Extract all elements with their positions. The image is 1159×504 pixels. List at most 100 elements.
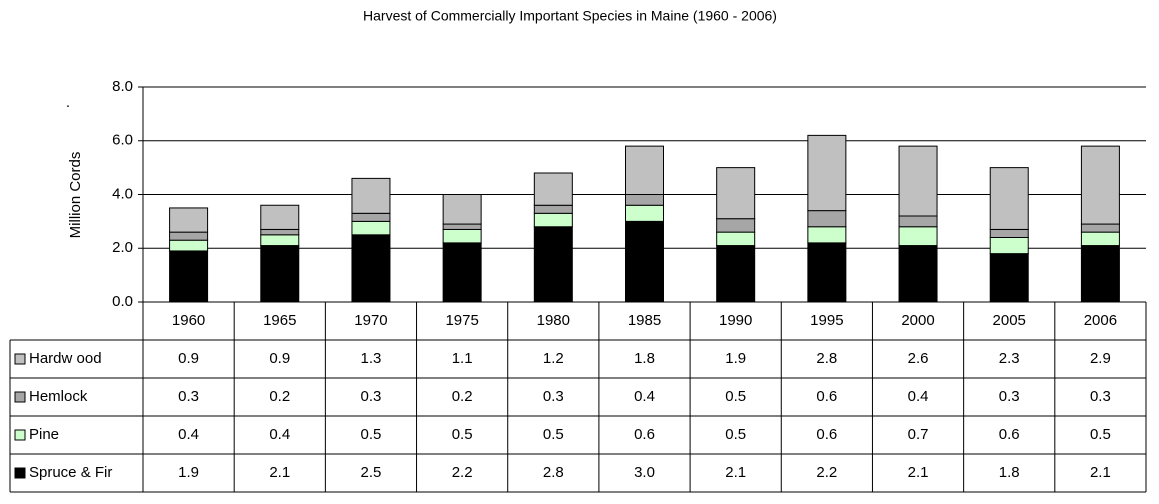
table-value: 0.5 bbox=[361, 426, 382, 443]
bar-segment bbox=[533, 204, 573, 214]
bar-segment bbox=[169, 250, 209, 303]
table-value: 0.5 bbox=[543, 426, 564, 443]
table-value: 1.9 bbox=[725, 350, 746, 367]
table-value: 1.2 bbox=[543, 350, 564, 367]
table-value: 0.5 bbox=[452, 426, 473, 443]
chart-title: Harvest of Commercially Important Specie… bbox=[363, 8, 777, 24]
bar-segment bbox=[260, 204, 300, 230]
x-tick-label: 1975 bbox=[445, 312, 478, 329]
bar-segment bbox=[898, 245, 938, 303]
bar-segment bbox=[260, 228, 300, 236]
bar-segment bbox=[260, 234, 300, 247]
table-value: 0.4 bbox=[908, 388, 929, 405]
table-value: 2.1 bbox=[1090, 464, 1111, 481]
bar-segment bbox=[625, 220, 664, 303]
y-tick-label: 0.0 bbox=[112, 293, 133, 310]
table-value: 1.3 bbox=[361, 350, 382, 367]
table-value: 0.7 bbox=[908, 426, 929, 443]
bar-segment bbox=[625, 194, 664, 206]
bar-segment bbox=[898, 226, 938, 247]
x-tick-label: 2006 bbox=[1084, 312, 1117, 329]
table-value: 1.8 bbox=[999, 464, 1020, 481]
y-axis-note: . bbox=[66, 94, 70, 111]
bar-segment bbox=[442, 228, 482, 244]
bar-segment bbox=[169, 207, 209, 233]
table-value: 2.8 bbox=[543, 464, 564, 481]
table-value: 0.4 bbox=[634, 388, 655, 405]
bar-segment bbox=[533, 172, 573, 206]
bar-segment bbox=[533, 226, 573, 303]
table-value: 0.6 bbox=[816, 388, 837, 405]
table-value: 2.1 bbox=[908, 464, 929, 481]
table-value: 0.3 bbox=[543, 388, 564, 405]
x-tick-label: 1965 bbox=[263, 312, 296, 329]
bar-segment bbox=[898, 145, 938, 217]
y-tick-label: 6.0 bbox=[112, 132, 133, 149]
bar-segment bbox=[625, 204, 664, 222]
table-value: 1.9 bbox=[178, 464, 199, 481]
bar-segment bbox=[1080, 245, 1120, 303]
bar-segment bbox=[1080, 145, 1120, 225]
x-tick-label: 1970 bbox=[354, 312, 387, 329]
bar-segment bbox=[442, 242, 482, 303]
bar-segment bbox=[260, 245, 300, 303]
table-value: 0.2 bbox=[452, 388, 473, 405]
legend-marker bbox=[14, 429, 26, 441]
table-value: 0.6 bbox=[999, 426, 1020, 443]
bar-segment bbox=[169, 231, 209, 241]
bar-segment bbox=[351, 234, 391, 303]
table-value: 3.0 bbox=[634, 464, 655, 481]
table-value: 0.4 bbox=[178, 426, 199, 443]
table-value: 2.2 bbox=[816, 464, 837, 481]
bar-segment bbox=[533, 212, 573, 228]
table-value: 1.8 bbox=[634, 350, 655, 367]
bar-segment bbox=[989, 167, 1029, 230]
bar-segment bbox=[716, 245, 756, 303]
bar-segment bbox=[807, 242, 847, 303]
legend-marker bbox=[14, 353, 26, 365]
table-value: 0.3 bbox=[1090, 388, 1111, 405]
table-value: 2.3 bbox=[999, 350, 1020, 367]
table-value: 2.1 bbox=[269, 464, 290, 481]
table-value: 2.1 bbox=[725, 464, 746, 481]
y-axis-label: Million Cords bbox=[67, 152, 84, 239]
legend-label: Spruce & Fir bbox=[29, 464, 112, 481]
table-value: 0.5 bbox=[725, 388, 746, 405]
legend-marker bbox=[14, 467, 26, 479]
table-value: 0.2 bbox=[269, 388, 290, 405]
legend-marker bbox=[14, 391, 26, 403]
bar-segment bbox=[442, 223, 482, 230]
bar-segment bbox=[1080, 223, 1120, 233]
table-value: 2.6 bbox=[908, 350, 929, 367]
bar-segment bbox=[989, 237, 1029, 255]
bar-segment bbox=[351, 212, 391, 222]
y-tick-label: 2.0 bbox=[112, 239, 133, 256]
x-tick-label: 1980 bbox=[537, 312, 570, 329]
y-tick-label: 8.0 bbox=[112, 78, 133, 95]
x-tick-label: 1995 bbox=[810, 312, 843, 329]
x-tick-label: 1990 bbox=[719, 312, 752, 329]
bar-segment bbox=[351, 177, 391, 214]
table-value: 0.5 bbox=[1090, 426, 1111, 443]
bar-segment bbox=[807, 210, 847, 228]
table-value: 0.3 bbox=[999, 388, 1020, 405]
table-value: 2.5 bbox=[361, 464, 382, 481]
table-value: 0.9 bbox=[178, 350, 199, 367]
table-value: 1.1 bbox=[452, 350, 473, 367]
bar-segment bbox=[169, 239, 209, 252]
bar-segment bbox=[807, 134, 847, 212]
legend-label: Hemlock bbox=[29, 388, 88, 405]
table-value: 0.3 bbox=[361, 388, 382, 405]
legend-label: Pine bbox=[29, 426, 59, 443]
x-tick-label: 1985 bbox=[628, 312, 661, 329]
bar-segment bbox=[989, 228, 1029, 238]
table-value: 0.3 bbox=[178, 388, 199, 405]
y-tick-label: 4.0 bbox=[112, 185, 133, 202]
table-value: 0.5 bbox=[725, 426, 746, 443]
x-tick-label: 2000 bbox=[901, 312, 934, 329]
bar-segment bbox=[989, 253, 1029, 303]
bar-segment bbox=[1080, 231, 1120, 247]
table-value: 0.4 bbox=[269, 426, 290, 443]
bar-segment bbox=[807, 226, 847, 244]
